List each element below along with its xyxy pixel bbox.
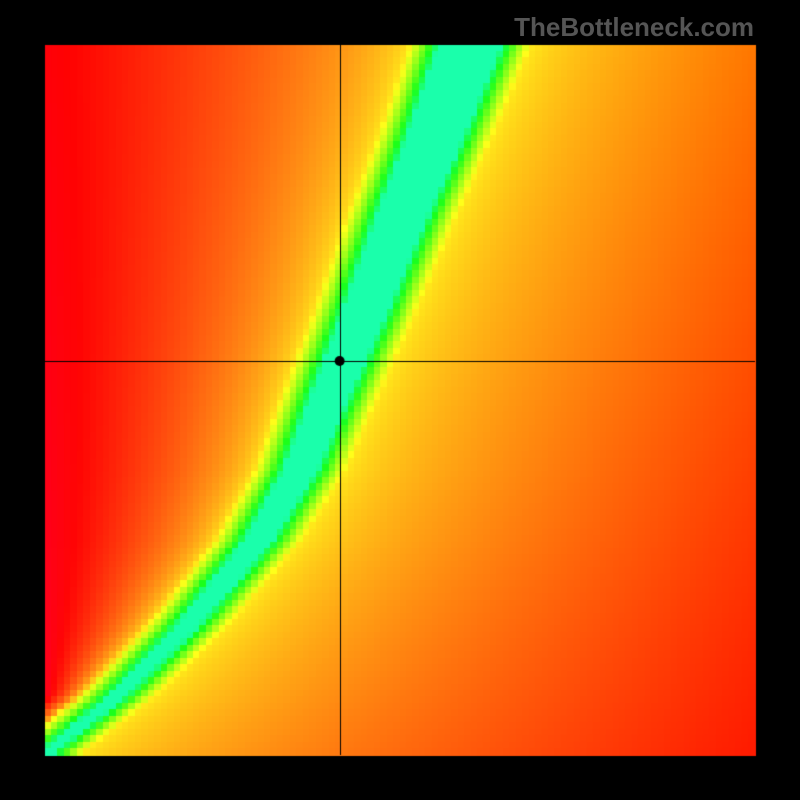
chart-container: TheBottleneck.com: [0, 0, 800, 800]
watermark-text: TheBottleneck.com: [514, 12, 754, 43]
heatmap-canvas: [0, 0, 800, 800]
